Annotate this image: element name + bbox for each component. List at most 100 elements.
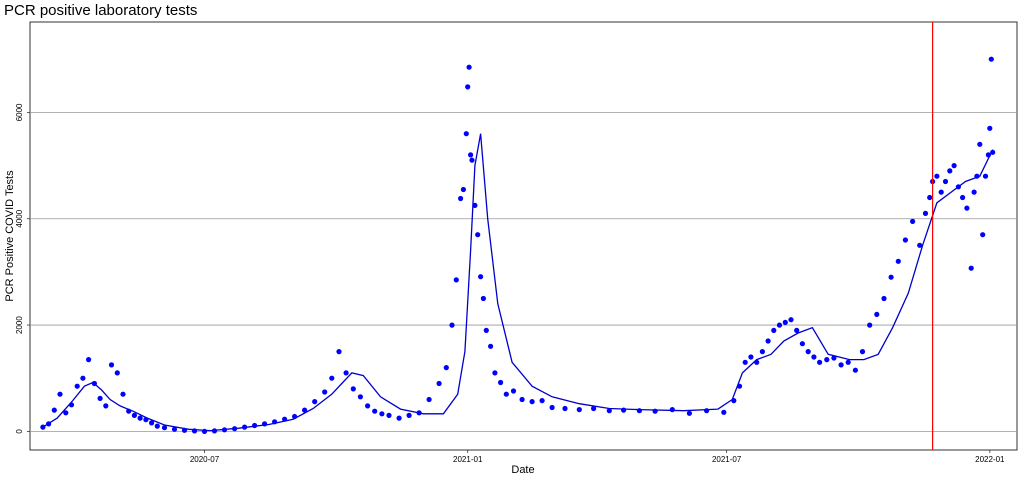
data-point — [985, 152, 992, 158]
data-point — [704, 408, 710, 414]
data-point — [606, 408, 612, 414]
data-point — [977, 141, 983, 147]
x-tick-label: 2022-01 — [975, 455, 1005, 464]
data-point — [336, 349, 342, 355]
data-point — [475, 232, 481, 238]
data-point — [463, 131, 469, 137]
data-point — [181, 427, 188, 433]
data-point — [242, 424, 248, 430]
data-point — [149, 420, 155, 426]
data-point — [799, 341, 806, 347]
plot-panel — [29, 21, 1018, 451]
data-point — [312, 399, 318, 405]
x-axis-label: Date — [511, 464, 534, 476]
data-point — [406, 412, 412, 418]
data-point — [272, 419, 278, 425]
data-point — [396, 415, 402, 421]
data-point — [845, 359, 851, 365]
data-point — [980, 232, 986, 238]
tick-layer: 0 2000 4000 6000 2020-07 2021-01 2021-07 2022-0… — [15, 103, 1005, 464]
data-point — [951, 163, 957, 169]
data-point — [322, 389, 328, 395]
data-point — [811, 354, 817, 360]
data-point — [964, 205, 970, 211]
data-point — [576, 407, 582, 413]
trend-line — [42, 133, 994, 432]
data-point — [68, 402, 75, 408]
data-point — [458, 195, 464, 202]
data-point — [759, 349, 766, 355]
data-point — [211, 428, 218, 434]
data-point — [40, 424, 46, 430]
data-point — [357, 394, 363, 400]
data-point — [103, 403, 109, 409]
data-point — [329, 375, 335, 381]
data-point — [788, 317, 794, 323]
data-point — [838, 362, 844, 368]
data-point — [478, 274, 484, 280]
data-point — [91, 380, 97, 387]
data-point — [465, 84, 471, 90]
data-point — [262, 421, 268, 427]
trend-layer — [42, 133, 994, 432]
grid-layer — [30, 111, 1017, 432]
data-point — [947, 168, 953, 174]
x-tick-label: 2021-01 — [453, 455, 483, 464]
data-point — [562, 405, 568, 412]
data-point — [386, 412, 392, 418]
data-point — [881, 295, 887, 302]
data-point — [817, 359, 823, 365]
data-point — [938, 189, 944, 195]
data-point — [771, 327, 777, 333]
data-point — [466, 64, 472, 70]
data-point — [917, 242, 923, 248]
data-point — [221, 427, 228, 433]
data-point — [987, 125, 993, 131]
data-point — [468, 152, 474, 158]
data-point — [252, 422, 258, 429]
data-point — [669, 407, 675, 413]
data-point — [731, 398, 737, 404]
data-point — [652, 408, 658, 414]
data-point — [480, 295, 486, 302]
data-point — [805, 349, 811, 355]
data-point — [472, 202, 478, 208]
data-point — [453, 277, 459, 283]
data-point — [549, 404, 555, 411]
data-point — [343, 370, 349, 376]
data-point — [824, 357, 830, 363]
y-tick-label: 4000 — [15, 209, 24, 227]
data-point — [955, 184, 962, 190]
data-point — [902, 237, 909, 243]
data-point — [988, 56, 994, 62]
data-point — [282, 416, 288, 422]
data-point — [416, 410, 422, 416]
data-point — [483, 327, 489, 333]
data-point — [794, 327, 800, 333]
data-point — [960, 194, 966, 201]
data-point — [968, 265, 974, 271]
data-point — [161, 425, 168, 431]
data-point — [831, 355, 837, 361]
data-point — [867, 322, 873, 328]
y-tick-label: 0 — [15, 429, 24, 434]
data-point — [126, 408, 132, 414]
data-point — [86, 357, 92, 363]
y-tick-label: 6000 — [15, 103, 24, 121]
data-point — [990, 149, 996, 155]
data-point — [191, 428, 198, 434]
data-point — [982, 173, 989, 179]
data-point — [748, 354, 754, 360]
data-point — [108, 362, 115, 368]
data-point — [529, 399, 535, 405]
data-point — [971, 189, 977, 195]
data-point — [895, 258, 901, 264]
data-point — [539, 398, 545, 404]
data-point — [365, 403, 371, 409]
point-layer — [40, 56, 996, 434]
data-point — [63, 410, 69, 416]
data-point — [910, 218, 916, 224]
data-point — [46, 421, 52, 427]
